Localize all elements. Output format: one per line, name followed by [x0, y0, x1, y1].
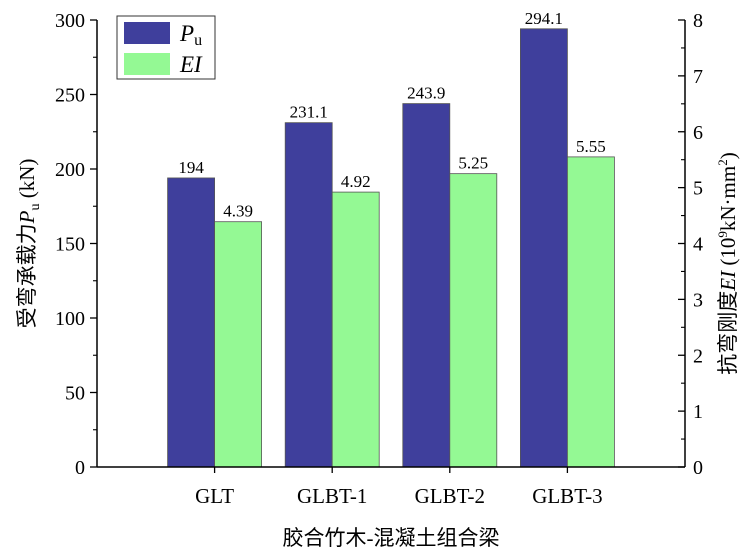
y-tick-label: 200 [55, 159, 85, 181]
data-label: 243.9 [407, 84, 445, 103]
bar-ei [214, 221, 263, 468]
y-axis-title: 受弯承载力Pu (kN) [15, 159, 43, 329]
data-label: 194 [178, 158, 204, 177]
y2-tick-label: 2 [693, 345, 703, 367]
x-tick-label: GLT [195, 484, 234, 508]
y2-tick-label: 3 [693, 289, 703, 311]
y2-tick-label: 4 [693, 234, 703, 256]
y-tick-label: 50 [65, 383, 85, 405]
x-tick-label: GLBT-3 [532, 484, 602, 508]
y2-tick-label: 7 [693, 66, 703, 88]
bar-ei [331, 191, 380, 468]
y-tick-label: 250 [55, 85, 85, 107]
bar-pu [167, 177, 216, 468]
legend: Pu EI [116, 15, 216, 80]
bar-pu [520, 28, 568, 468]
y-tick-label: 300 [55, 10, 85, 32]
data-label: 5.55 [576, 137, 606, 156]
x-tick-label: GLBT-2 [415, 484, 485, 508]
y2-axis-title: 抗弯刚度EI (109kN·mm2) [715, 152, 740, 374]
data-label: 4.39 [223, 202, 253, 221]
y2-tick-label: 1 [693, 401, 703, 423]
data-label: 294.1 [525, 9, 563, 28]
legend-swatch [124, 53, 170, 75]
bar-pu [402, 103, 451, 468]
data-label: 231.1 [290, 103, 328, 122]
y-tick-label: 0 [75, 457, 85, 479]
legend-label: EI [179, 52, 203, 77]
y2-tick-label: 5 [693, 178, 703, 200]
y-tick-label: 100 [55, 308, 85, 330]
x-tick-label: GLBT-1 [297, 484, 367, 508]
x-axis-title: 胶合竹木-混凝土组合梁 [283, 526, 500, 550]
data-label: 4.92 [341, 172, 371, 191]
y2-tick-label: 0 [693, 457, 703, 479]
bar-ei [567, 156, 615, 468]
y2-tick-label: 6 [693, 122, 703, 144]
legend-swatch [124, 22, 170, 44]
data-label: 5.25 [458, 154, 488, 173]
bar-pu [284, 122, 333, 468]
bar-ei [449, 173, 498, 468]
y-tick-label: 150 [55, 234, 85, 256]
legend-label: Pu [179, 21, 202, 49]
y2-tick-label: 8 [693, 10, 703, 32]
